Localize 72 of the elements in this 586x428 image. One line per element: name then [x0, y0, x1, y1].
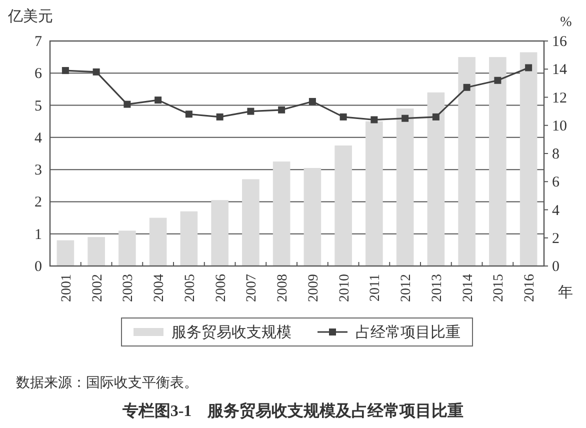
bar [489, 57, 506, 266]
bar [149, 218, 167, 266]
bar [118, 230, 136, 266]
point [340, 113, 347, 120]
y-tick-label: 0 [34, 259, 42, 275]
x-tick-label: 2004 [152, 274, 168, 302]
bar [56, 240, 74, 266]
y2-tick-label: 6 [552, 174, 560, 191]
point [278, 106, 286, 114]
y-tick-label: 5 [34, 98, 42, 114]
x-tick-label: 2003 [121, 274, 136, 302]
legend-label: 服务贸易收支规模 [172, 324, 292, 341]
point [92, 68, 100, 76]
point [308, 98, 316, 105]
y2-tick-label: 16 [552, 34, 568, 50]
bar [180, 211, 198, 266]
y2-tick-label: 10 [552, 118, 567, 134]
point [247, 108, 254, 115]
bar [366, 121, 383, 266]
point [494, 76, 502, 84]
y-tick-label: 1 [34, 226, 42, 243]
point [62, 67, 69, 74]
bar [458, 57, 476, 266]
legend-label: 占经常项目比重 [356, 324, 460, 341]
y2-tick-label: 12 [552, 90, 567, 106]
y2-tick-label: 4 [552, 202, 560, 219]
x-tick-label: 2007 [244, 274, 260, 302]
bar [396, 108, 414, 266]
bar [88, 237, 105, 266]
point [185, 110, 192, 118]
y2-tick-label: 2 [552, 230, 560, 247]
x-tick-label: 2009 [306, 274, 322, 302]
y-tick-label: 6 [34, 66, 42, 82]
point [525, 64, 532, 72]
x-tick-label: 2013 [430, 274, 445, 302]
point [124, 100, 131, 108]
x-tick-label: 2014 [460, 274, 476, 302]
x-tick-label: 2002 [90, 274, 106, 302]
y-axis-title: 亿美元 [7, 8, 53, 25]
bar [272, 162, 290, 266]
x-tick-label: 2011 [368, 274, 384, 302]
bar [520, 52, 538, 266]
y-tick-label: 7 [34, 34, 42, 50]
bar [304, 168, 322, 266]
x-tick-label: 2016 [522, 274, 538, 302]
point [432, 113, 440, 120]
x-tick-label: 2010 [337, 274, 352, 302]
bar [211, 200, 228, 266]
x-tick-label: 2015 [492, 274, 507, 302]
bar [334, 145, 352, 266]
y2-tick-label: 8 [552, 146, 560, 162]
x-tick-label: 2006 [214, 274, 229, 302]
y-tick-label: 2 [34, 194, 42, 211]
y2-tick-label: 0 [552, 259, 560, 275]
point [402, 114, 409, 122]
x-tick-label: 2005 [182, 274, 198, 302]
x-axis-title: 年 [558, 284, 573, 301]
y-tick-label: 3 [34, 162, 42, 179]
bar [427, 92, 445, 266]
x-tick-label: 2008 [276, 274, 291, 302]
point [370, 116, 378, 124]
point [463, 84, 470, 91]
y-tick-label: 4 [34, 130, 42, 146]
y2-axis-title: % [560, 15, 572, 30]
source-note: 数据来源：国际收支平衡表。 [16, 375, 198, 391]
point [154, 96, 162, 104]
text: 专栏图3-1 服务贸易收支规模及占经常项目比重 [121, 402, 464, 420]
bar [242, 179, 260, 266]
x-tick-label: 2012 [399, 274, 414, 302]
x-tick-label: 2001 [59, 274, 74, 302]
y2-tick-label: 14 [552, 62, 568, 78]
point [216, 113, 224, 120]
